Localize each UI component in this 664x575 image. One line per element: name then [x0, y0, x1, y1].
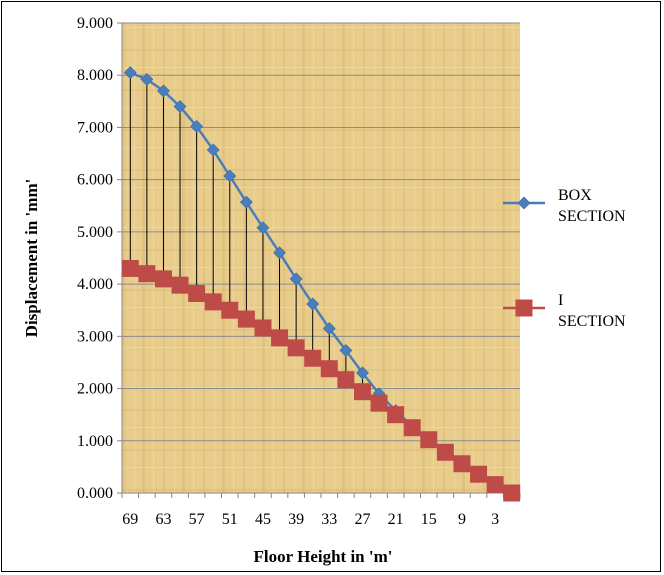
data-point: [339, 344, 353, 357]
data-point: [503, 484, 521, 502]
y-tick-label: 9.000: [77, 15, 113, 32]
y-tick-label: 0.000: [77, 485, 113, 502]
legend-item: BOX SECTION: [503, 187, 626, 225]
x-tick-label: 63: [155, 511, 171, 528]
x-tick-label: 69: [122, 511, 138, 528]
legend-marker: [517, 196, 531, 210]
data-point: [403, 419, 421, 437]
data-point: [206, 143, 220, 157]
legend: BOX SECTION I SECTION: [503, 187, 626, 330]
y-tick-label: 5.000: [77, 224, 113, 241]
data-point: [370, 394, 388, 412]
data-point: [223, 169, 237, 183]
data-point: [353, 383, 371, 401]
x-tick-label: 51: [222, 511, 238, 528]
data-point: [337, 371, 355, 389]
data-point: [221, 301, 239, 319]
y-axis: 0.000 1.000 2.000 3.000 4.000 5.000 6.000 7.000…: [77, 15, 123, 502]
y-tick-label: 8.000: [77, 67, 113, 84]
data-point: [320, 360, 338, 378]
x-tick-label: 33: [321, 511, 337, 528]
data-point: [173, 100, 187, 113]
data-point: [387, 406, 405, 424]
y-tick-label: 6.000: [77, 172, 113, 189]
x-tick-label: 9: [458, 511, 466, 528]
data-point: [322, 322, 336, 335]
data-point: [306, 297, 320, 311]
x-tick-label: 45: [255, 511, 271, 528]
data-point: [154, 270, 172, 288]
y-axis-title: Displacement in 'mm': [22, 179, 41, 338]
x-tick-label: 57: [189, 511, 205, 528]
data-point: [254, 319, 272, 337]
data-point: [420, 431, 438, 449]
series-square: [121, 259, 521, 502]
data-point: [271, 329, 289, 347]
data-point: [273, 246, 286, 260]
x-axis: 69 63 57 51 45 39 33 27 21 15 9 3: [121, 492, 521, 528]
data-point: [436, 443, 454, 461]
data-point: [356, 366, 369, 380]
x-tick-label: 21: [388, 511, 404, 528]
y-tick-label: 4.000: [77, 276, 113, 293]
data-point: [453, 455, 471, 473]
data-point: [237, 310, 255, 328]
data-point: [256, 221, 270, 235]
data-point: [140, 72, 154, 86]
x-axis-title: Floor Height in 'm': [254, 547, 393, 566]
x-tick-label: 27: [354, 511, 370, 528]
data-point: [204, 293, 222, 311]
y-tick-label: 7.000: [77, 119, 113, 136]
data-point: [239, 195, 253, 209]
data-point: [289, 272, 303, 286]
data-point: [157, 84, 170, 98]
legend-marker: [515, 299, 533, 317]
x-tick-label: 3: [491, 511, 499, 528]
y-tick-label: 1.000: [77, 433, 113, 450]
legend-label: I SECTION: [558, 292, 626, 330]
data-point: [486, 476, 504, 494]
y-tick-label: 3.000: [77, 328, 113, 345]
data-point: [304, 349, 322, 367]
data-point: [190, 119, 204, 133]
data-point: [123, 66, 137, 80]
data-point: [470, 465, 488, 483]
x-tick-label: 39: [288, 511, 304, 528]
series-group: [121, 66, 521, 502]
legend-item: I SECTION: [503, 292, 626, 330]
drop-lines: [129, 72, 496, 485]
data-point: [188, 285, 206, 303]
legend-label: BOX SECTION: [558, 187, 626, 225]
data-point: [287, 339, 305, 357]
x-tick-label: 15: [421, 511, 437, 528]
data-point: [121, 259, 139, 277]
data-point: [138, 265, 156, 283]
y-tick-label: 2.000: [77, 381, 113, 398]
data-point: [171, 276, 189, 294]
plot-area: [122, 23, 520, 493]
